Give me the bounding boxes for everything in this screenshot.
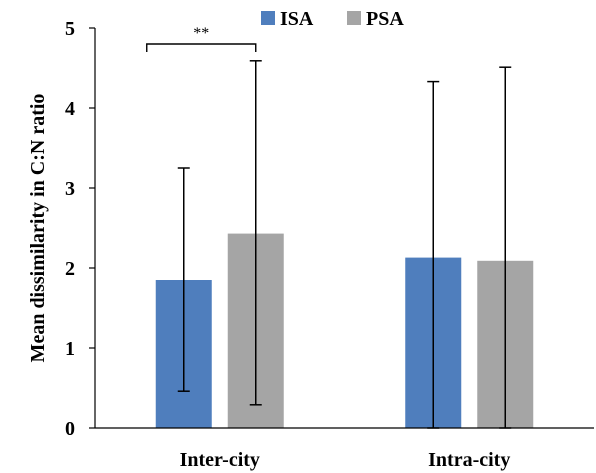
legend-label-isa: ISA xyxy=(280,8,314,30)
category-labels: Inter-city Intra-city xyxy=(180,449,511,471)
legend-swatch-isa xyxy=(261,11,275,25)
legend-label-psa: PSA xyxy=(366,8,404,30)
x-category-label: Intra-city xyxy=(428,449,510,471)
significance-annotations: ** xyxy=(146,25,257,52)
x-category-label: Inter-city xyxy=(180,449,260,471)
y-tick-labels: 0 1 2 3 4 5 xyxy=(65,18,75,440)
y-tick-label: 0 xyxy=(65,418,75,440)
y-axis-title: Mean dissimilarity in C:N ratio xyxy=(27,94,49,363)
significance-label: ** xyxy=(193,25,209,42)
y-tick-label: 1 xyxy=(65,338,75,360)
y-axis xyxy=(89,27,96,429)
y-tick-label: 5 xyxy=(65,18,75,40)
legend: ISA PSA xyxy=(261,8,404,30)
legend-swatch-psa xyxy=(347,11,361,25)
y-tick-label: 2 xyxy=(65,258,75,280)
significance-bracket xyxy=(146,43,257,52)
bars xyxy=(155,233,534,428)
y-tick-label: 4 xyxy=(65,98,75,120)
y-tick-label: 3 xyxy=(65,178,75,200)
